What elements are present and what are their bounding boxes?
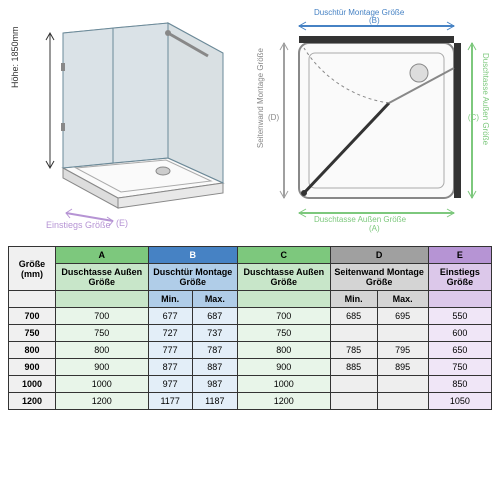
entry-label: Einstiegs Größe — [46, 220, 111, 230]
row-size: 800 — [9, 342, 56, 359]
size-table: Größe (mm) A B C D E Duschtasse Außen Gr… — [8, 246, 492, 410]
row-size: 900 — [9, 359, 56, 376]
row-size: 750 — [9, 325, 56, 342]
left-d-letter: (D) — [268, 113, 279, 122]
table-row: 800800777787800785795650 — [9, 342, 492, 359]
cell-bmin: 777 — [148, 342, 192, 359]
col-b-letter: B — [148, 247, 237, 264]
diagram-3d: Höhe: 1850mm Einstiegs Größe (E) — [8, 8, 246, 238]
table-row: 750750727737750600 — [9, 325, 492, 342]
table-row: 700700677687700685695550 — [9, 308, 492, 325]
cell-dmax — [377, 393, 428, 410]
cell-dmin — [330, 376, 377, 393]
cell-a: 800 — [55, 342, 148, 359]
cell-c: 900 — [237, 359, 330, 376]
table-row: 100010009779871000850 — [9, 376, 492, 393]
cell-bmax: 737 — [192, 325, 237, 342]
col-d-min: Min. — [330, 291, 377, 308]
entry-letter: (E) — [116, 218, 128, 228]
col-a-letter: A — [55, 247, 148, 264]
height-label: Höhe: 1850mm — [10, 26, 20, 88]
right-c-letter: (C) — [468, 113, 479, 122]
bottom-a-label: Duschtasse Außen Größe — [314, 215, 406, 224]
left-d-label: Seitenwand Montage Größe — [256, 48, 265, 148]
cell-bmax: 987 — [192, 376, 237, 393]
cell-dmax — [377, 376, 428, 393]
cell-dmin: 785 — [330, 342, 377, 359]
cell-a: 1000 — [55, 376, 148, 393]
col-a: Duschtasse Außen Größe — [55, 264, 148, 291]
col-c: Duschtasse Außen Größe — [237, 264, 330, 291]
cell-c: 1000 — [237, 376, 330, 393]
cell-bmax: 1187 — [192, 393, 237, 410]
cell-e: 750 — [428, 359, 491, 376]
col-d-letter: D — [330, 247, 428, 264]
cell-dmin — [330, 393, 377, 410]
cell-e: 650 — [428, 342, 491, 359]
row-size: 700 — [9, 308, 56, 325]
cell-c: 800 — [237, 342, 330, 359]
cell-c: 700 — [237, 308, 330, 325]
col-e: Einstiegs Größe — [428, 264, 491, 291]
top-b-label: Duschtür Montage Größe — [314, 8, 404, 17]
cell-bmin: 977 — [148, 376, 192, 393]
diagram-top: Duschtür Montage Größe (B) Duschtasse Au… — [254, 8, 492, 238]
col-c-letter: C — [237, 247, 330, 264]
cell-bmin: 1177 — [148, 393, 192, 410]
cell-bmax: 687 — [192, 308, 237, 325]
col-b-max: Max. — [192, 291, 237, 308]
col-b-min: Min. — [148, 291, 192, 308]
cell-e: 600 — [428, 325, 491, 342]
col-d: Seitenwand Montage Größe — [330, 264, 428, 291]
cell-a: 700 — [55, 308, 148, 325]
col-e-letter: E — [428, 247, 491, 264]
col-d-max: Max. — [377, 291, 428, 308]
cell-a: 900 — [55, 359, 148, 376]
cell-dmin: 685 — [330, 308, 377, 325]
cell-c: 1200 — [237, 393, 330, 410]
diagrams-row: Höhe: 1850mm Einstiegs Größe (E) — [8, 8, 492, 238]
cell-c: 750 — [237, 325, 330, 342]
cell-e: 1050 — [428, 393, 491, 410]
cell-dmax: 695 — [377, 308, 428, 325]
table-row: 900900877887900885895750 — [9, 359, 492, 376]
cell-bmin: 727 — [148, 325, 192, 342]
cell-dmax: 895 — [377, 359, 428, 376]
cell-dmin — [330, 325, 377, 342]
col-size: Größe (mm) — [9, 247, 56, 291]
top-b-letter: (B) — [369, 16, 380, 25]
cell-dmax: 795 — [377, 342, 428, 359]
cell-a: 1200 — [55, 393, 148, 410]
right-c-label: Duschtasse Außen Größe — [481, 53, 490, 145]
row-size: 1200 — [9, 393, 56, 410]
cell-a: 750 — [55, 325, 148, 342]
row-size: 1000 — [9, 376, 56, 393]
cell-bmax: 787 — [192, 342, 237, 359]
cell-dmin: 885 — [330, 359, 377, 376]
cell-dmax — [377, 325, 428, 342]
cell-e: 550 — [428, 308, 491, 325]
col-b: Duschtür Montage Größe — [148, 264, 237, 291]
table-row: 120012001177118712001050 — [9, 393, 492, 410]
cell-bmax: 887 — [192, 359, 237, 376]
cell-bmin: 877 — [148, 359, 192, 376]
cell-e: 850 — [428, 376, 491, 393]
cell-bmin: 677 — [148, 308, 192, 325]
bottom-a-letter: (A) — [369, 224, 380, 233]
